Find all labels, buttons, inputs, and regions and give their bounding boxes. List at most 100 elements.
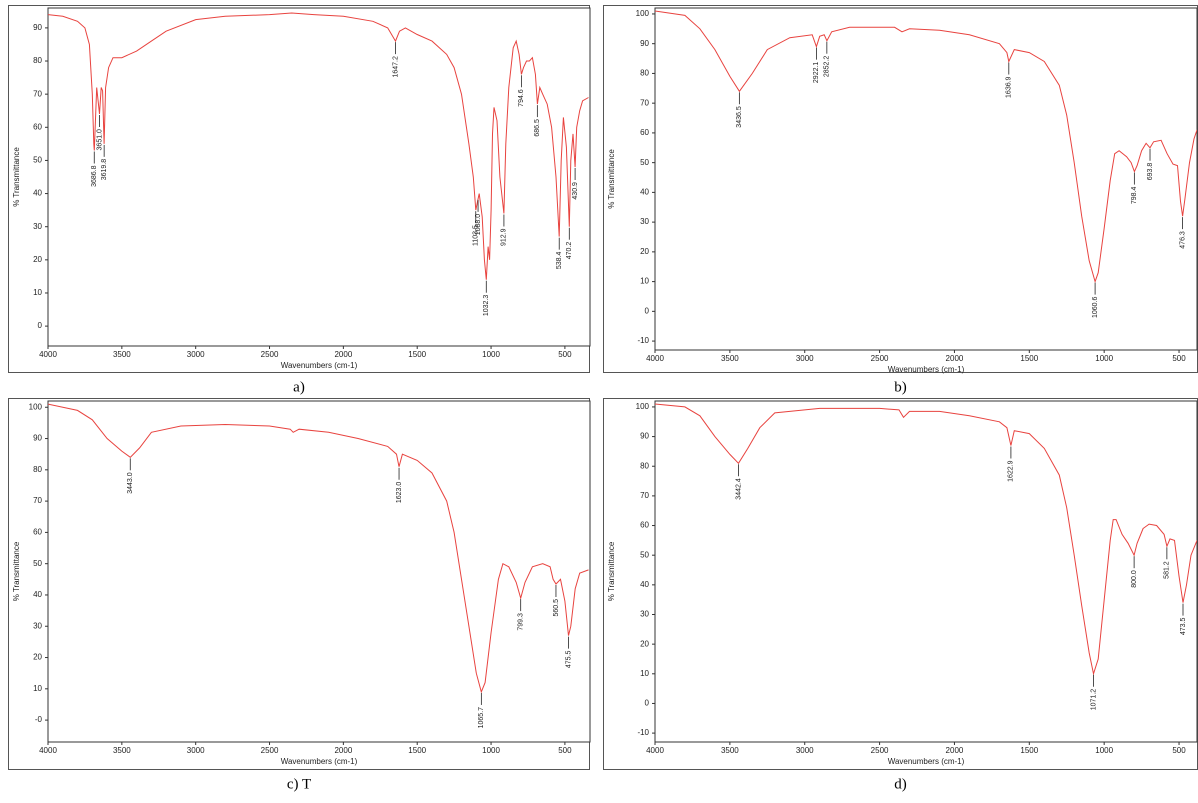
- x-tick-label: 1000: [1095, 746, 1113, 755]
- plot-area: [654, 400, 1198, 743]
- x-tick-label: 2000: [334, 350, 352, 359]
- peak-label: 538.4: [556, 252, 563, 270]
- x-tick-label: 1000: [1095, 354, 1113, 363]
- y-tick-label: 70: [33, 89, 42, 98]
- x-tick-label: 3500: [113, 350, 131, 359]
- x-tick-label: 2000: [946, 354, 964, 363]
- peak-label: 581.2: [1164, 561, 1171, 579]
- peak-label: 430.9: [572, 182, 579, 200]
- x-tick-label: 500: [558, 746, 572, 755]
- y-tick-label: 60: [640, 128, 649, 137]
- peak-label: 3686.8: [91, 165, 98, 187]
- x-tick-label: 2500: [871, 354, 889, 363]
- y-tick-label: 20: [33, 255, 42, 264]
- peak-label: 476.3: [1179, 231, 1186, 249]
- peak-label: 3442.4: [735, 478, 742, 500]
- y-tick-label: 40: [640, 580, 649, 589]
- y-axis-label: % Transmittance: [12, 541, 21, 601]
- x-tick-label: 3500: [113, 746, 131, 755]
- y-tick-label: -10: [637, 336, 649, 345]
- x-axis-label: Wavenumbers (cm-1): [888, 757, 965, 766]
- y-tick-label: 40: [33, 189, 42, 198]
- plot-area: [47, 400, 591, 743]
- y-tick-label: 30: [33, 222, 42, 231]
- y-tick-label: 10: [33, 684, 42, 693]
- y-tick-label: 0: [645, 306, 650, 315]
- x-tick-label: 3000: [187, 350, 205, 359]
- x-tick-label: 500: [558, 350, 572, 359]
- spectrum-panel: 4000 3500 3000 2500 2000 1500 1000 500 -10 0 10 20 3…: [603, 398, 1198, 792]
- spectrum-line: [655, 10, 1197, 284]
- y-tick-label: 50: [33, 156, 42, 165]
- y-tick-label: 70: [33, 496, 42, 505]
- y-tick-label: 90: [640, 432, 649, 441]
- x-tick-label: 500: [1172, 746, 1186, 755]
- peak-label: 1636.9: [1006, 76, 1013, 98]
- y-axis-label: % Transmittance: [12, 147, 21, 207]
- y-tick-label: -0: [35, 715, 43, 724]
- y-tick-label: 10: [640, 277, 649, 286]
- y-tick-label: 0: [645, 699, 650, 708]
- peak-label: 470.2: [566, 242, 573, 260]
- y-axis-label: % Transmittance: [607, 541, 616, 601]
- x-tick-label: 500: [1172, 354, 1186, 363]
- y-tick-label: 90: [640, 39, 649, 48]
- x-tick-label: 2500: [871, 746, 889, 755]
- y-tick-label: 10: [640, 669, 649, 678]
- peak-label: 912.9: [501, 228, 508, 246]
- peak-label: 2922.1: [813, 62, 820, 84]
- peak-label: 1623.0: [396, 482, 403, 504]
- peak-label: 800.0: [1131, 570, 1138, 588]
- peak-label: 1647.2: [392, 56, 399, 78]
- x-tick-label: 1500: [1020, 354, 1038, 363]
- y-axis-label: % Transmittance: [607, 149, 616, 209]
- y-tick-label: 30: [33, 621, 42, 630]
- x-axis-label: Wavenumbers (cm-1): [888, 365, 965, 374]
- peak-label: 1032.3: [483, 295, 490, 317]
- x-tick-label: 4000: [39, 350, 57, 359]
- x-tick-label: 3000: [796, 746, 814, 755]
- y-tick-label: 60: [33, 528, 42, 537]
- x-tick-label: 3500: [721, 746, 739, 755]
- y-tick-label: 30: [640, 610, 649, 619]
- x-tick-label: 4000: [646, 354, 664, 363]
- peak-label: 475.5: [565, 651, 572, 669]
- plot-area: [47, 7, 591, 347]
- spectrum-panel: 4000 3500 3000 2500 2000 1500 1000 500 0 10 20 30 40…: [8, 5, 591, 395]
- y-tick-label: 60: [33, 122, 42, 131]
- panel-caption: b): [894, 379, 907, 395]
- x-tick-label: 1000: [482, 350, 500, 359]
- x-tick-label: 1500: [1020, 746, 1038, 755]
- x-axis-label: Wavenumbers (cm-1): [281, 361, 358, 370]
- spectrum-line: [48, 12, 589, 280]
- x-tick-label: 4000: [39, 746, 57, 755]
- peak-label: 1103.5: [473, 225, 480, 246]
- y-tick-label: 90: [33, 23, 42, 32]
- y-tick-label: 70: [640, 491, 649, 500]
- panel-caption: a): [293, 379, 305, 395]
- plot-area: [654, 7, 1198, 351]
- peak-label: 1088.0: [475, 214, 482, 236]
- y-tick-label: 80: [33, 465, 42, 474]
- y-tick-label: 0: [38, 321, 43, 330]
- y-tick-label: 10: [33, 288, 42, 297]
- spectrum-panel: 4000 3500 3000 2500 2000 1500 1000 500 -10 0 10 20 3…: [603, 5, 1198, 395]
- x-tick-label: 2000: [334, 746, 352, 755]
- x-tick-label: 1000: [482, 746, 500, 755]
- y-tick-label: 60: [640, 521, 649, 530]
- y-tick-label: 50: [640, 158, 649, 167]
- x-tick-label: 3000: [796, 354, 814, 363]
- y-tick-label: 40: [640, 187, 649, 196]
- y-tick-label: 90: [33, 434, 42, 443]
- peak-label: 1065.7: [478, 707, 485, 729]
- y-tick-label: 20: [33, 653, 42, 662]
- spectrum-line: [655, 403, 1197, 676]
- panel-caption: c) T: [287, 776, 311, 792]
- peak-label: 794.6: [518, 89, 525, 107]
- y-tick-label: 70: [640, 98, 649, 107]
- peak-label: 473.5: [1180, 618, 1187, 636]
- x-tick-label: 1500: [408, 350, 426, 359]
- y-tick-label: 50: [33, 559, 42, 568]
- x-tick-label: 2500: [261, 350, 279, 359]
